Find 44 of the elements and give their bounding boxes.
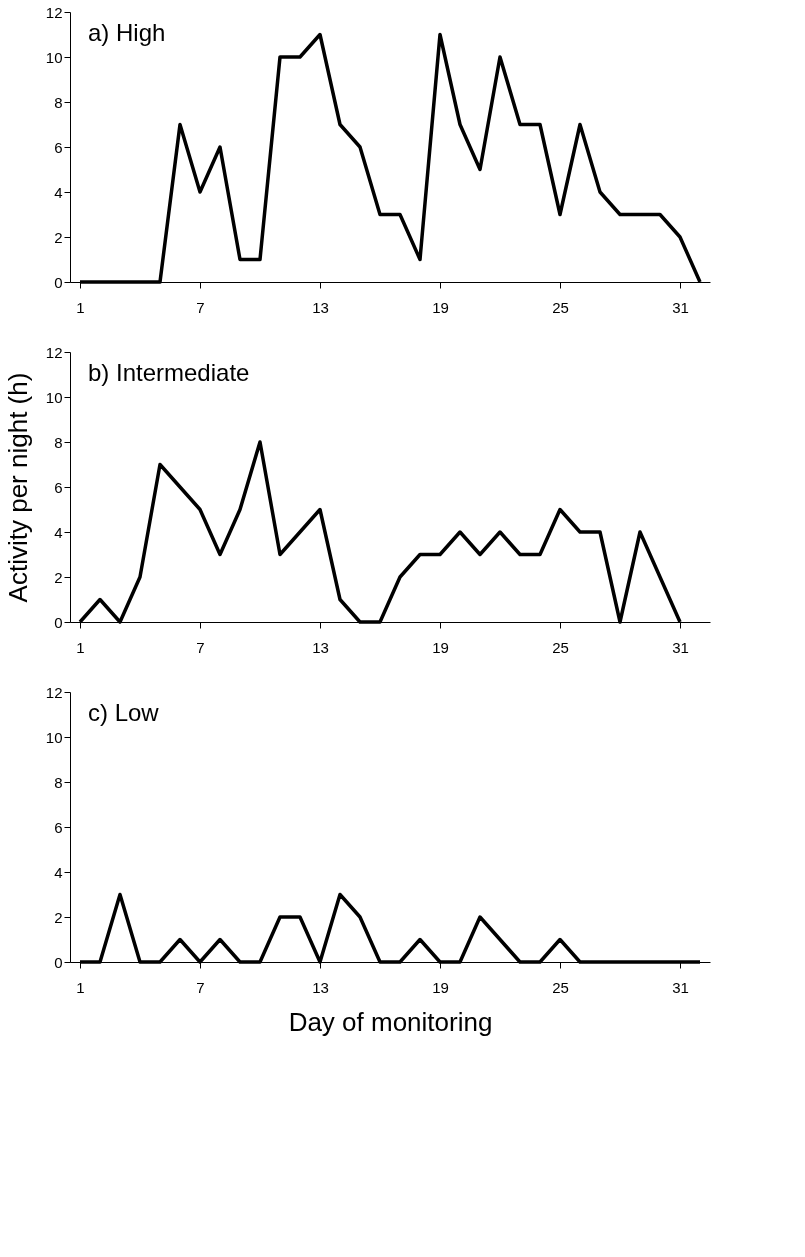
- x-tick-label: 13: [312, 978, 329, 996]
- x-tick-label: 13: [312, 638, 329, 656]
- x-tick-label: 1: [76, 298, 85, 316]
- x-tick-label: 7: [196, 978, 205, 996]
- y-tick-label: 10: [45, 388, 63, 406]
- x-tick-label: 31: [672, 978, 689, 996]
- x-tick-label: 31: [672, 638, 689, 656]
- chart-title: b) Intermediate: [88, 359, 250, 386]
- x-tick-label: 25: [552, 638, 569, 656]
- y-tick-label: 2: [54, 568, 63, 586]
- y-tick-label: 8: [54, 773, 63, 791]
- x-tick-label: 19: [432, 978, 449, 996]
- x-tick-label: 1: [76, 978, 85, 996]
- y-tick-label: 12: [45, 683, 63, 701]
- y-tick-label: 4: [54, 523, 63, 541]
- y-tick-label: 6: [54, 478, 63, 496]
- y-tick-label: 0: [54, 613, 63, 631]
- x-axis-title: Day of monitoring: [288, 1006, 493, 1037]
- y-tick-label: 0: [54, 953, 63, 971]
- y-tick-label: 8: [54, 433, 63, 451]
- x-tick-label: 19: [432, 638, 449, 656]
- x-tick-label: 19: [432, 298, 449, 316]
- y-tick-label: 6: [54, 818, 63, 836]
- chart-title: c) Low: [88, 699, 160, 726]
- y-tick-label: 2: [54, 908, 63, 926]
- y-tick-label: 2: [54, 228, 63, 246]
- x-tick-label: 1: [76, 638, 85, 656]
- x-tick-label: 7: [196, 298, 205, 316]
- y-tick-label: 12: [45, 343, 63, 361]
- chart-title: a) High: [88, 19, 166, 46]
- y-tick-label: 10: [45, 728, 63, 746]
- y-tick-label: 4: [54, 183, 63, 201]
- y-tick-label: 0: [54, 273, 63, 291]
- y-tick-label: 12: [45, 3, 63, 21]
- y-axis-title: Activity per night (h): [2, 372, 33, 603]
- y-tick-label: 4: [54, 863, 63, 881]
- x-tick-label: 25: [552, 298, 569, 316]
- x-tick-label: 13: [312, 298, 329, 316]
- x-tick-label: 31: [672, 298, 689, 316]
- x-tick-label: 7: [196, 638, 205, 656]
- y-tick-label: 10: [45, 48, 63, 66]
- y-tick-label: 8: [54, 93, 63, 111]
- y-tick-label: 6: [54, 138, 63, 156]
- x-tick-label: 25: [552, 978, 569, 996]
